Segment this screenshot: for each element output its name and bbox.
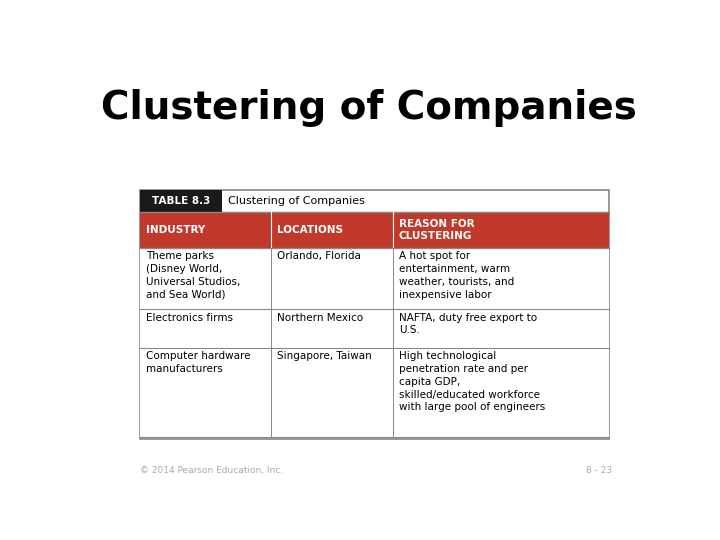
Text: Orlando, Florida: Orlando, Florida <box>277 252 361 261</box>
Text: © 2014 Pearson Education, Inc.: © 2014 Pearson Education, Inc. <box>140 465 284 475</box>
Bar <box>140 248 609 309</box>
Bar <box>140 190 222 212</box>
Text: LOCATIONS: LOCATIONS <box>277 225 343 235</box>
Text: Singapore, Taiwan: Singapore, Taiwan <box>277 352 372 361</box>
Text: INDUSTRY: INDUSTRY <box>145 225 205 235</box>
Text: Clustering of Companies: Clustering of Companies <box>101 90 637 127</box>
Text: TABLE 8.3: TABLE 8.3 <box>152 196 210 206</box>
Text: Clustering of Companies: Clustering of Companies <box>228 196 365 206</box>
Text: Computer hardware
manufacturers: Computer hardware manufacturers <box>145 352 251 374</box>
Text: 8 - 23: 8 - 23 <box>585 465 612 475</box>
Text: Northern Mexico: Northern Mexico <box>277 313 363 322</box>
Text: NAFTA, duty free export to
U.S.: NAFTA, duty free export to U.S. <box>399 313 537 335</box>
Bar <box>140 190 609 439</box>
Bar <box>140 309 609 348</box>
Text: A hot spot for
entertainment, warm
weather, tourists, and
inexpensive labor: A hot spot for entertainment, warm weath… <box>399 252 514 300</box>
Text: Theme parks
(Disney World,
Universal Studios,
and Sea World): Theme parks (Disney World, Universal Stu… <box>145 252 240 300</box>
Text: Electronics firms: Electronics firms <box>145 313 233 322</box>
Text: High technological
penetration rate and per
capita GDP,
skilled/educated workfor: High technological penetration rate and … <box>399 352 545 413</box>
Text: REASON FOR
CLUSTERING: REASON FOR CLUSTERING <box>399 219 474 241</box>
Bar <box>140 348 609 436</box>
Bar <box>140 212 609 248</box>
